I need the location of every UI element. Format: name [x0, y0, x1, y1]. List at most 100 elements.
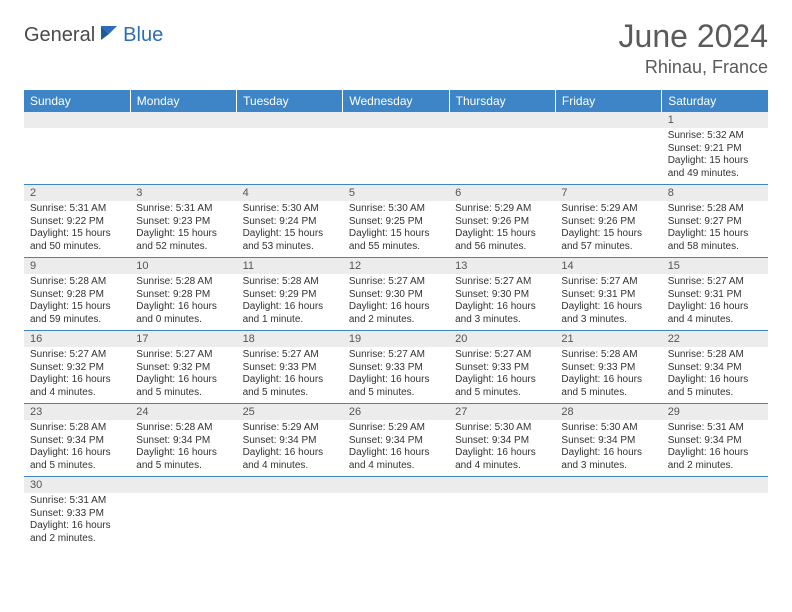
day-number: 12: [343, 258, 449, 274]
daylight-text: Daylight: 15 hours and 52 minutes.: [136, 228, 230, 253]
sunrise-text: Sunrise: 5:31 AM: [668, 422, 762, 435]
daylight-text: Daylight: 16 hours and 3 minutes.: [561, 447, 655, 472]
sunrise-text: Sunrise: 5:30 AM: [455, 422, 549, 435]
sunrise-text: Sunrise: 5:28 AM: [136, 422, 230, 435]
day-details: Sunrise: 5:28 AMSunset: 9:34 PMDaylight:…: [24, 420, 130, 476]
sunset-text: Sunset: 9:25 PM: [349, 216, 443, 229]
sunrise-text: Sunrise: 5:31 AM: [30, 495, 124, 508]
day-number: 15: [662, 258, 768, 274]
day-details: Sunrise: 5:27 AMSunset: 9:31 PMDaylight:…: [662, 274, 768, 330]
logo-text-blue: Blue: [123, 24, 163, 47]
calendar-day-cell: 24Sunrise: 5:28 AMSunset: 9:34 PMDayligh…: [130, 404, 236, 477]
calendar-day-cell: [555, 112, 661, 185]
sunset-text: Sunset: 9:28 PM: [136, 289, 230, 302]
calendar-day-cell: 22Sunrise: 5:28 AMSunset: 9:34 PMDayligh…: [662, 331, 768, 404]
day-number: 21: [555, 331, 661, 347]
day-details: Sunrise: 5:32 AMSunset: 9:21 PMDaylight:…: [662, 128, 768, 184]
sunrise-text: Sunrise: 5:29 AM: [561, 203, 655, 216]
logo-text-general: General: [24, 24, 95, 47]
day-details: Sunrise: 5:27 AMSunset: 9:32 PMDaylight:…: [130, 347, 236, 403]
sunset-text: Sunset: 9:33 PM: [455, 362, 549, 375]
calendar-week-row: 16Sunrise: 5:27 AMSunset: 9:32 PMDayligh…: [24, 331, 768, 404]
day-details: Sunrise: 5:31 AMSunset: 9:23 PMDaylight:…: [130, 201, 236, 257]
daylight-text: Daylight: 16 hours and 5 minutes.: [243, 374, 337, 399]
header: General Blue June 2024 Rhinau, France: [24, 18, 768, 78]
calendar-week-row: 2Sunrise: 5:31 AMSunset: 9:22 PMDaylight…: [24, 185, 768, 258]
daylight-text: Daylight: 16 hours and 4 minutes.: [30, 374, 124, 399]
sunrise-text: Sunrise: 5:30 AM: [243, 203, 337, 216]
sunset-text: Sunset: 9:22 PM: [30, 216, 124, 229]
sunrise-text: Sunrise: 5:28 AM: [668, 349, 762, 362]
sunset-text: Sunset: 9:33 PM: [30, 508, 124, 521]
sunset-text: Sunset: 9:34 PM: [349, 435, 443, 448]
sunset-text: Sunset: 9:32 PM: [30, 362, 124, 375]
day-details: Sunrise: 5:28 AMSunset: 9:34 PMDaylight:…: [130, 420, 236, 476]
sunset-text: Sunset: 9:27 PM: [668, 216, 762, 229]
daylight-text: Daylight: 16 hours and 5 minutes.: [561, 374, 655, 399]
sunrise-text: Sunrise: 5:27 AM: [136, 349, 230, 362]
day-details: Sunrise: 5:30 AMSunset: 9:34 PMDaylight:…: [555, 420, 661, 476]
sunrise-text: Sunrise: 5:29 AM: [349, 422, 443, 435]
day-details: Sunrise: 5:28 AMSunset: 9:28 PMDaylight:…: [24, 274, 130, 330]
day-number: 18: [237, 331, 343, 347]
day-number: 25: [237, 404, 343, 420]
daylight-text: Daylight: 16 hours and 5 minutes.: [136, 374, 230, 399]
calendar-day-cell: 26Sunrise: 5:29 AMSunset: 9:34 PMDayligh…: [343, 404, 449, 477]
daylight-text: Daylight: 16 hours and 5 minutes.: [30, 447, 124, 472]
sunrise-text: Sunrise: 5:29 AM: [243, 422, 337, 435]
sunrise-text: Sunrise: 5:27 AM: [349, 276, 443, 289]
sunrise-text: Sunrise: 5:27 AM: [455, 349, 549, 362]
daylight-text: Daylight: 16 hours and 4 minutes.: [455, 447, 549, 472]
sunrise-text: Sunrise: 5:27 AM: [455, 276, 549, 289]
day-number: 26: [343, 404, 449, 420]
calendar-day-cell: [130, 477, 236, 550]
sunrise-text: Sunrise: 5:28 AM: [668, 203, 762, 216]
calendar-day-cell: 20Sunrise: 5:27 AMSunset: 9:33 PMDayligh…: [449, 331, 555, 404]
calendar-day-cell: 30Sunrise: 5:31 AMSunset: 9:33 PMDayligh…: [24, 477, 130, 550]
sunset-text: Sunset: 9:26 PM: [561, 216, 655, 229]
weekday-header: Thursday: [449, 90, 555, 112]
day-number: 20: [449, 331, 555, 347]
sunset-text: Sunset: 9:34 PM: [668, 435, 762, 448]
weekday-header-row: Sunday Monday Tuesday Wednesday Thursday…: [24, 90, 768, 112]
calendar-day-cell: [237, 477, 343, 550]
day-number: 17: [130, 331, 236, 347]
sunrise-text: Sunrise: 5:27 AM: [349, 349, 443, 362]
sunset-text: Sunset: 9:26 PM: [455, 216, 549, 229]
calendar-day-cell: [555, 477, 661, 550]
sunset-text: Sunset: 9:30 PM: [455, 289, 549, 302]
sunrise-text: Sunrise: 5:31 AM: [30, 203, 124, 216]
day-details: Sunrise: 5:28 AMSunset: 9:27 PMDaylight:…: [662, 201, 768, 257]
daylight-text: Daylight: 16 hours and 5 minutes.: [668, 374, 762, 399]
sunset-text: Sunset: 9:34 PM: [668, 362, 762, 375]
day-number: 10: [130, 258, 236, 274]
sunset-text: Sunset: 9:23 PM: [136, 216, 230, 229]
calendar-table: Sunday Monday Tuesday Wednesday Thursday…: [24, 90, 768, 549]
day-details: Sunrise: 5:27 AMSunset: 9:33 PMDaylight:…: [343, 347, 449, 403]
day-details: Sunrise: 5:28 AMSunset: 9:29 PMDaylight:…: [237, 274, 343, 330]
sunset-text: Sunset: 9:28 PM: [30, 289, 124, 302]
day-number: 13: [449, 258, 555, 274]
calendar-day-cell: 4Sunrise: 5:30 AMSunset: 9:24 PMDaylight…: [237, 185, 343, 258]
day-details: Sunrise: 5:27 AMSunset: 9:33 PMDaylight:…: [237, 347, 343, 403]
sunrise-text: Sunrise: 5:28 AM: [30, 422, 124, 435]
sunset-text: Sunset: 9:34 PM: [455, 435, 549, 448]
day-number: 9: [24, 258, 130, 274]
sunrise-text: Sunrise: 5:30 AM: [349, 203, 443, 216]
day-number: 5: [343, 185, 449, 201]
calendar-day-cell: 2Sunrise: 5:31 AMSunset: 9:22 PMDaylight…: [24, 185, 130, 258]
sunrise-text: Sunrise: 5:30 AM: [561, 422, 655, 435]
sunset-text: Sunset: 9:34 PM: [561, 435, 655, 448]
day-details: Sunrise: 5:31 AMSunset: 9:33 PMDaylight:…: [24, 493, 130, 549]
daylight-text: Daylight: 16 hours and 0 minutes.: [136, 301, 230, 326]
day-number: 23: [24, 404, 130, 420]
sunset-text: Sunset: 9:34 PM: [30, 435, 124, 448]
calendar-day-cell: [343, 477, 449, 550]
day-details: Sunrise: 5:30 AMSunset: 9:25 PMDaylight:…: [343, 201, 449, 257]
sunset-text: Sunset: 9:31 PM: [668, 289, 762, 302]
sunrise-text: Sunrise: 5:27 AM: [30, 349, 124, 362]
day-details: Sunrise: 5:27 AMSunset: 9:31 PMDaylight:…: [555, 274, 661, 330]
calendar-day-cell: 8Sunrise: 5:28 AMSunset: 9:27 PMDaylight…: [662, 185, 768, 258]
daylight-text: Daylight: 15 hours and 56 minutes.: [455, 228, 549, 253]
daylight-text: Daylight: 16 hours and 5 minutes.: [349, 374, 443, 399]
